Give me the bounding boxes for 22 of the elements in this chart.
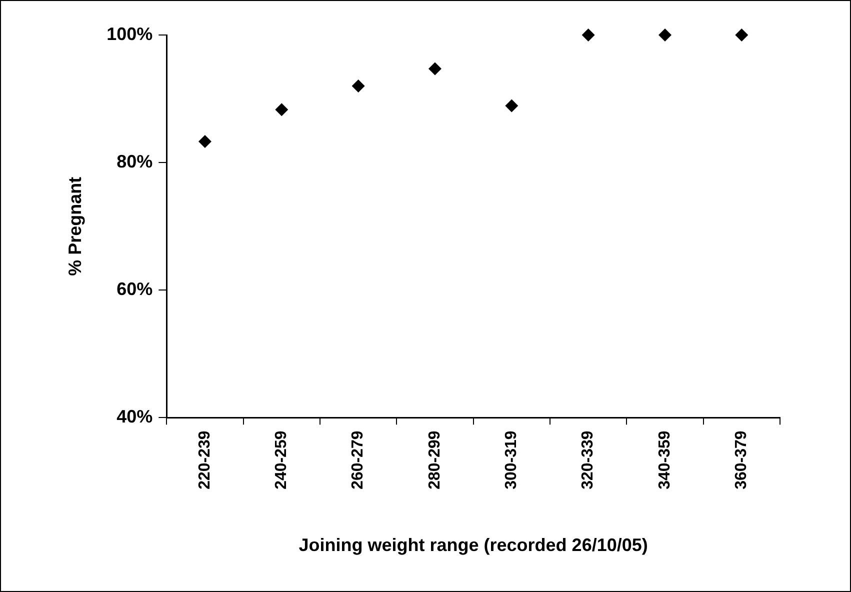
point [735,28,748,42]
x-tick-label: 360-379 [733,430,750,490]
point [582,28,595,42]
y-tick-label: 60% [116,279,153,300]
point [658,28,672,42]
y-tick-label: 100% [106,24,153,44]
x-tick-label: 220-239 [196,430,214,490]
x-tick-label: 280-299 [426,430,444,490]
x-tick-label: 240-259 [273,430,290,490]
point [198,135,212,148]
x-tick-label: 260-279 [350,430,367,490]
y-axis-title: % Pregnant [64,176,85,276]
x-tick-label: 340-359 [656,430,674,490]
point [275,103,288,116]
point [428,62,442,76]
x-tick-label: 320-339 [580,430,597,490]
point [352,80,365,93]
x-axis-title: Joining weight range (recorded 26/10/05) [298,535,648,556]
x-tick-label: 300-319 [503,430,520,490]
y-tick-label: 40% [116,406,153,427]
point [505,99,518,112]
y-tick-label: 80% [116,152,153,172]
